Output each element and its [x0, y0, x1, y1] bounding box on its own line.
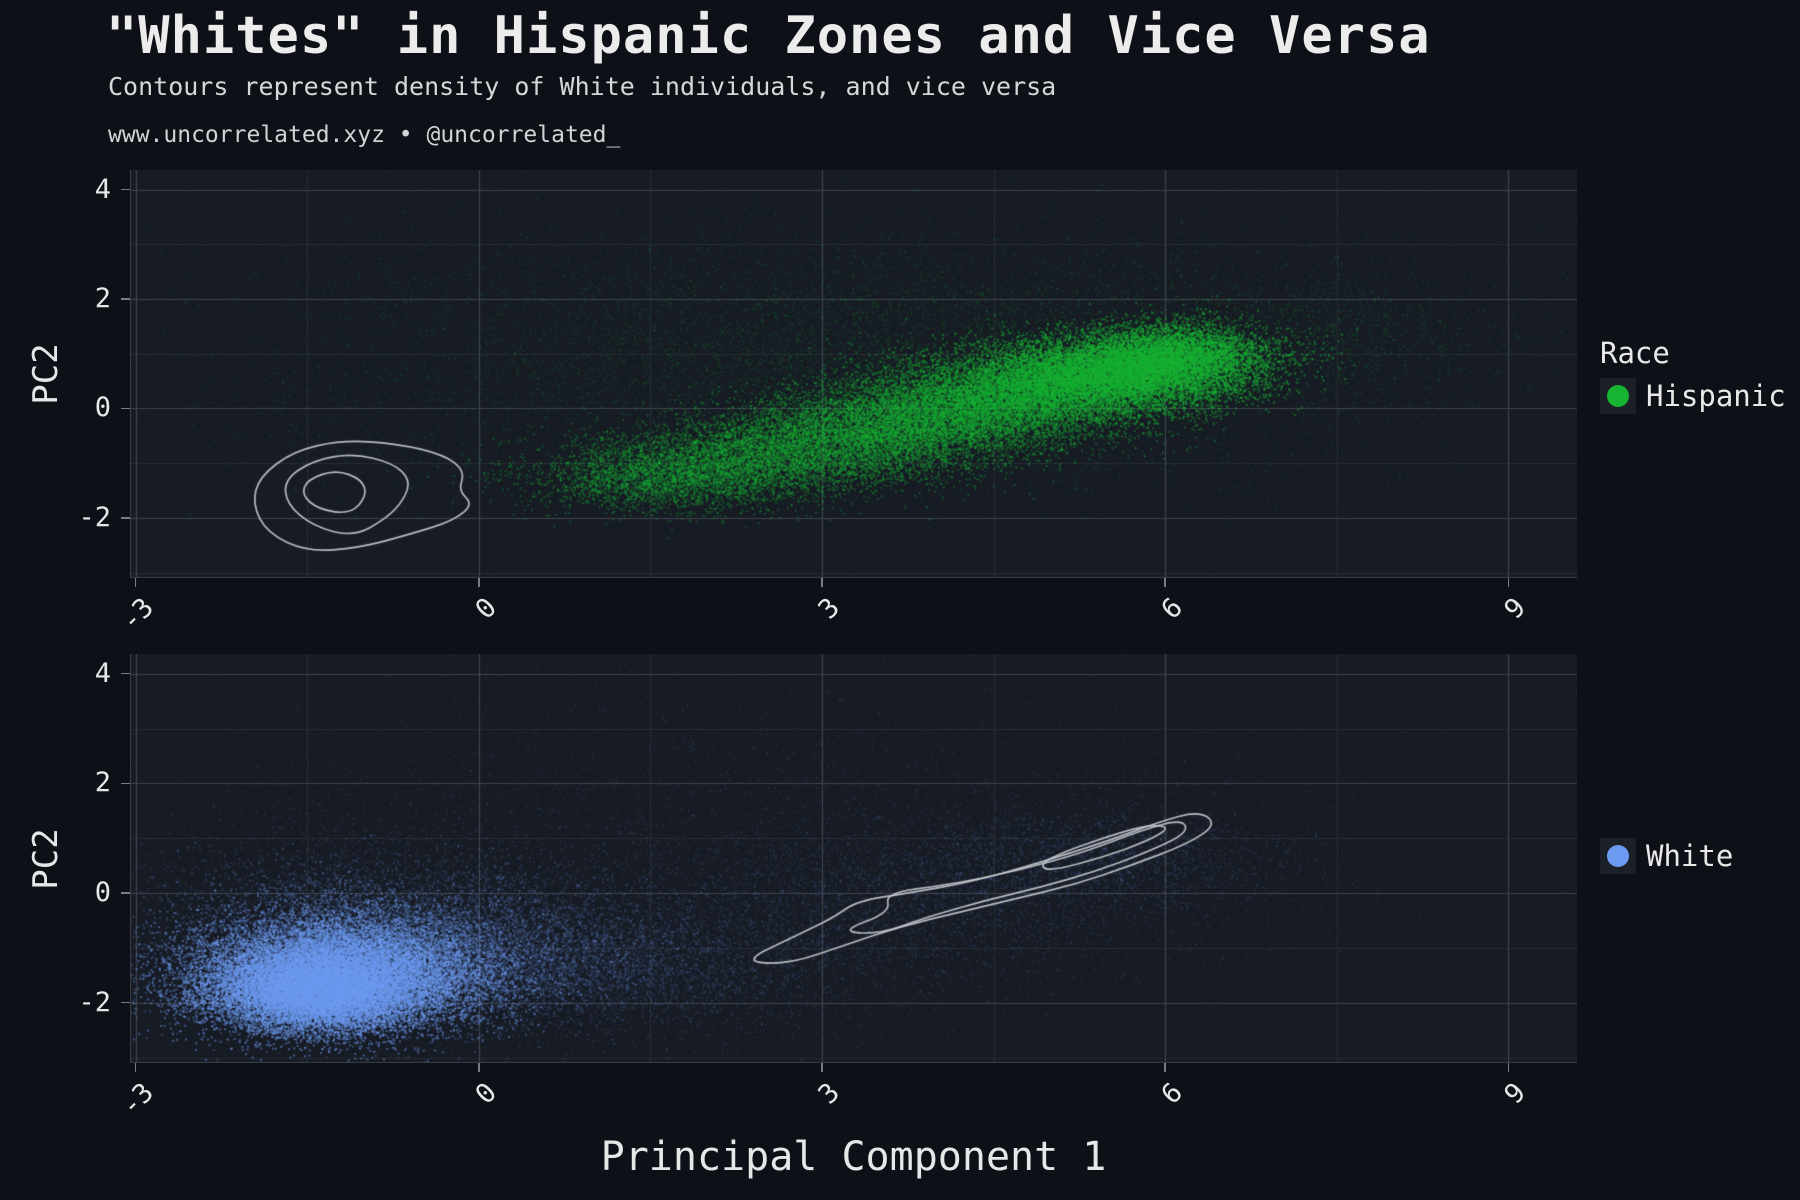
x-tick-mark	[821, 578, 823, 587]
y-tick-label: 4	[94, 173, 111, 205]
y-tick-mark	[121, 1001, 130, 1004]
y-tick-mark	[121, 188, 130, 191]
white-scatter-panel	[130, 654, 1577, 1063]
x-tick-label: 9	[1498, 1077, 1533, 1111]
y-tick-mark	[121, 517, 130, 519]
x-tick-mark	[1164, 1063, 1166, 1072]
y-tick-mark	[121, 298, 130, 300]
white-dot-icon	[1607, 845, 1629, 867]
hispanic-scatter-panel	[130, 170, 1577, 578]
y-tick-label: -2	[78, 501, 111, 533]
x-tick-mark	[1507, 578, 1510, 587]
legend-label-hispanic: Hispanic	[1646, 379, 1786, 413]
x-tick-mark	[134, 1063, 137, 1072]
x-tick-mark	[821, 1063, 823, 1072]
chart-caption: www.uncorrelated.xyz • @uncorrelated_	[108, 122, 621, 148]
x-tick-mark	[134, 578, 137, 587]
hispanic-dot-icon	[1607, 385, 1629, 407]
legend-key	[1600, 838, 1636, 874]
legend-race: Race Hispanic	[1600, 336, 1786, 414]
y-tick-mark	[121, 782, 130, 785]
chart-subtitle: Contours represent density of White indi…	[108, 72, 1057, 101]
legend-entry-white: White	[1600, 838, 1733, 874]
legend-title: Race	[1600, 336, 1670, 370]
x-tick-mark	[478, 1063, 480, 1072]
y-tick-label: 2	[94, 767, 111, 799]
y-tick-mark	[121, 407, 130, 410]
y-tick-label: 4	[94, 657, 111, 689]
y-tick-mark	[121, 672, 130, 675]
legend-entry-hispanic: Hispanic	[1600, 378, 1786, 414]
legend-key	[1600, 378, 1636, 414]
x-tick-mark	[1164, 578, 1166, 587]
x-tick-mark	[478, 578, 480, 587]
y-tick-label: 2	[94, 283, 111, 315]
legend-label-white: White	[1646, 839, 1734, 873]
x-tick-mark	[1507, 1063, 1510, 1072]
y-tick-label: 0	[94, 392, 111, 424]
x-axis-title: Principal Component 1	[600, 1134, 1107, 1180]
legend-white: White	[1600, 838, 1733, 874]
y-tick-label: 0	[94, 877, 111, 909]
chart-title: "Whites" in Hispanic Zones and Vice Vers…	[106, 6, 1431, 66]
x-tick-label: 6	[1155, 1077, 1190, 1111]
y-tick-label: -2	[78, 986, 111, 1018]
x-tick-label: -3	[114, 1077, 160, 1122]
x-tick-label: 0	[469, 1077, 503, 1111]
y-tick-mark	[121, 892, 130, 894]
